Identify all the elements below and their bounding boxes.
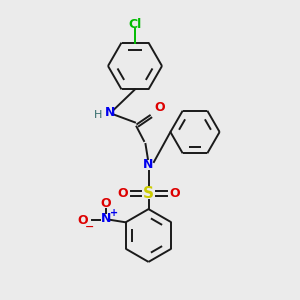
Text: O: O	[117, 187, 128, 200]
Text: +: +	[110, 208, 118, 218]
Text: −: −	[85, 222, 94, 232]
Text: N: N	[105, 106, 116, 119]
Text: N: N	[143, 158, 154, 172]
Text: S: S	[143, 186, 154, 201]
Text: N: N	[101, 212, 111, 225]
Text: O: O	[169, 187, 180, 200]
Text: O: O	[154, 100, 165, 114]
Text: H: H	[94, 110, 103, 120]
Text: O: O	[101, 197, 111, 210]
Text: O: O	[77, 214, 88, 227]
Text: Cl: Cl	[128, 17, 142, 31]
